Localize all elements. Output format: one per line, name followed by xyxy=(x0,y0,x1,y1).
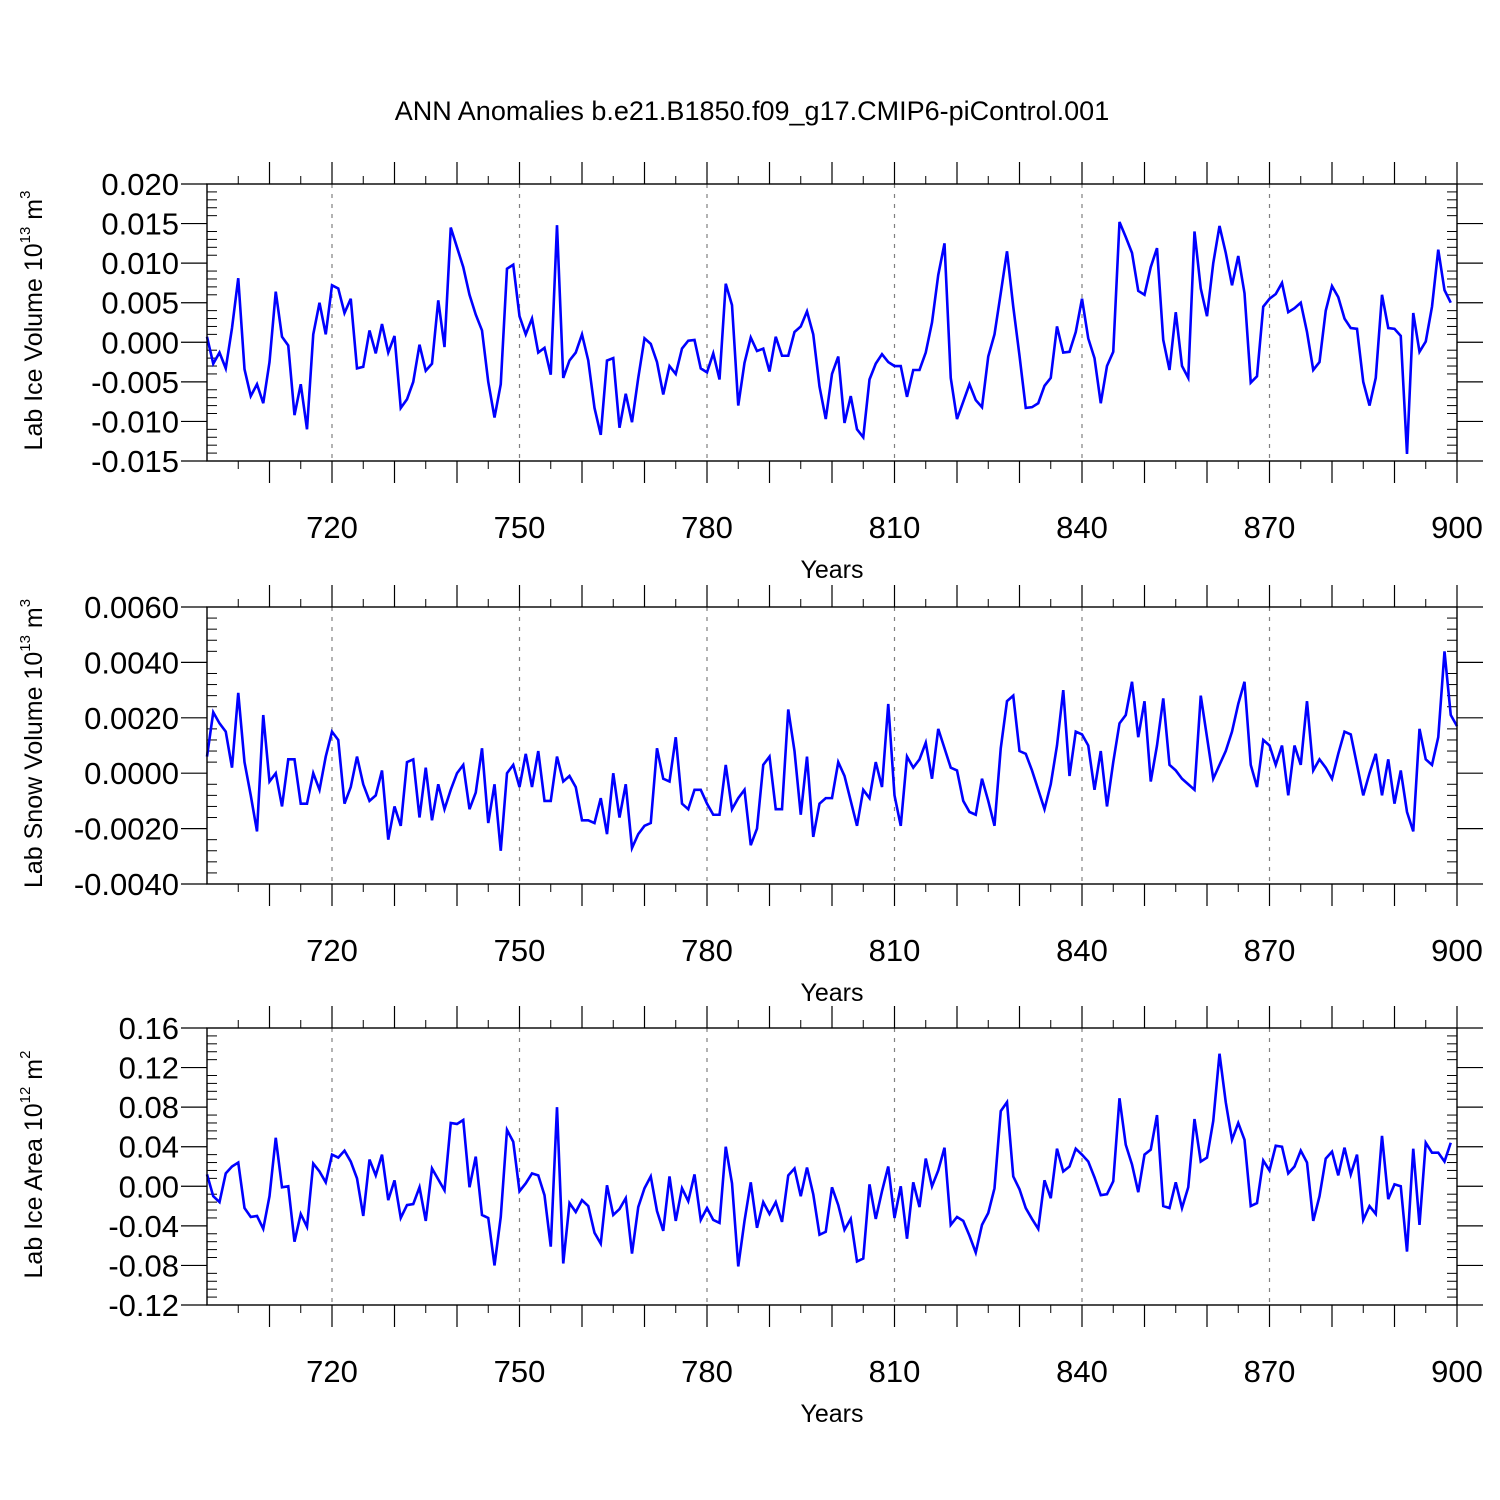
y-tick-label: -0.04 xyxy=(108,1209,179,1244)
y-tick-label: -0.0020 xyxy=(74,812,179,847)
x-axis-title: Years xyxy=(800,979,863,1007)
x-tick-label: 900 xyxy=(1431,510,1483,545)
y-tick-label: -0.12 xyxy=(108,1288,179,1323)
y-axis-title: Lab Snow Volume 1013 m3 xyxy=(17,599,48,888)
x-tick-label: 750 xyxy=(494,510,546,545)
y-tick-label: 0.16 xyxy=(119,1011,179,1046)
x-tick-label: 810 xyxy=(869,1354,921,1389)
y-tick-label: -0.08 xyxy=(108,1248,179,1283)
plot-frame xyxy=(206,606,1458,885)
y-tick-label: 0.08 xyxy=(119,1090,179,1125)
x-axis-title: Years xyxy=(800,1400,863,1428)
x-tick-label: 900 xyxy=(1431,933,1483,968)
y-tick-label: 0.015 xyxy=(101,207,179,242)
x-tick-label: 840 xyxy=(1056,1354,1108,1389)
y-tick-label: 0.12 xyxy=(119,1051,179,1086)
x-tick-label: 750 xyxy=(494,1354,546,1389)
y-tick-label: -0.010 xyxy=(91,404,179,439)
series-line xyxy=(205,221,1452,454)
x-tick-label: 720 xyxy=(306,510,358,545)
y-tick-label: 0.0000 xyxy=(84,756,179,791)
x-tick-label: 900 xyxy=(1431,1354,1483,1389)
y-tick-label: 0.020 xyxy=(101,167,179,202)
y-tick-label: 0.0020 xyxy=(84,701,179,736)
x-tick-label: 750 xyxy=(494,933,546,968)
x-tick-label: 870 xyxy=(1244,510,1296,545)
y-axis-title: Lab Ice Area 1012 m2 xyxy=(17,1051,48,1279)
x-tick-label: 870 xyxy=(1244,933,1296,968)
y-tick-label: 0.010 xyxy=(101,246,179,281)
x-tick-label: 720 xyxy=(306,933,358,968)
x-tick-label: 840 xyxy=(1056,933,1108,968)
y-tick-label: -0.0040 xyxy=(74,867,179,902)
x-tick-label: 810 xyxy=(869,933,921,968)
figure-title: ANN Anomalies b.e21.B1850.f09_g17.CMIP6-… xyxy=(395,96,1109,126)
x-tick-label: 780 xyxy=(681,510,733,545)
plot-frame xyxy=(206,183,1458,462)
y-axis-title: Lab Ice Volume 1013 m3 xyxy=(17,191,48,451)
x-tick-label: 870 xyxy=(1244,1354,1296,1389)
chart-panel-2: -0.0040 -0.0020 0.0000 0.0020 0.0040 0.0060 72… xyxy=(17,585,1483,1007)
panels: -0.015 -0.010 -0.005 0.000 0.005 0.010 0.015 0.… xyxy=(17,162,1483,1428)
y-tick-label: 0.0040 xyxy=(84,645,179,680)
y-tick-label: 0.000 xyxy=(101,325,179,360)
y-tick-label: 0.005 xyxy=(101,286,179,321)
y-tick-label: 0.00 xyxy=(119,1169,179,1204)
chart-panel-3: -0.12 -0.08 -0.04 0.00 0.04 0.08 0.12 0.16 720 75… xyxy=(17,1006,1483,1428)
chart-panel-1: -0.015 -0.010 -0.005 0.000 0.005 0.010 0.015 0.… xyxy=(17,162,1483,584)
series-line xyxy=(205,1053,1452,1267)
y-tick-label: -0.015 xyxy=(91,444,179,479)
x-tick-label: 780 xyxy=(681,1354,733,1389)
x-axis-title: Years xyxy=(800,556,863,584)
y-tick-label: 0.0060 xyxy=(84,590,179,625)
plot-frame xyxy=(206,1027,1458,1306)
y-tick-label: -0.005 xyxy=(91,365,179,400)
x-tick-label: 720 xyxy=(306,1354,358,1389)
x-tick-label: 780 xyxy=(681,933,733,968)
series-line xyxy=(205,651,1459,853)
x-tick-label: 810 xyxy=(869,510,921,545)
x-tick-label: 840 xyxy=(1056,510,1108,545)
y-tick-label: 0.04 xyxy=(119,1130,179,1165)
